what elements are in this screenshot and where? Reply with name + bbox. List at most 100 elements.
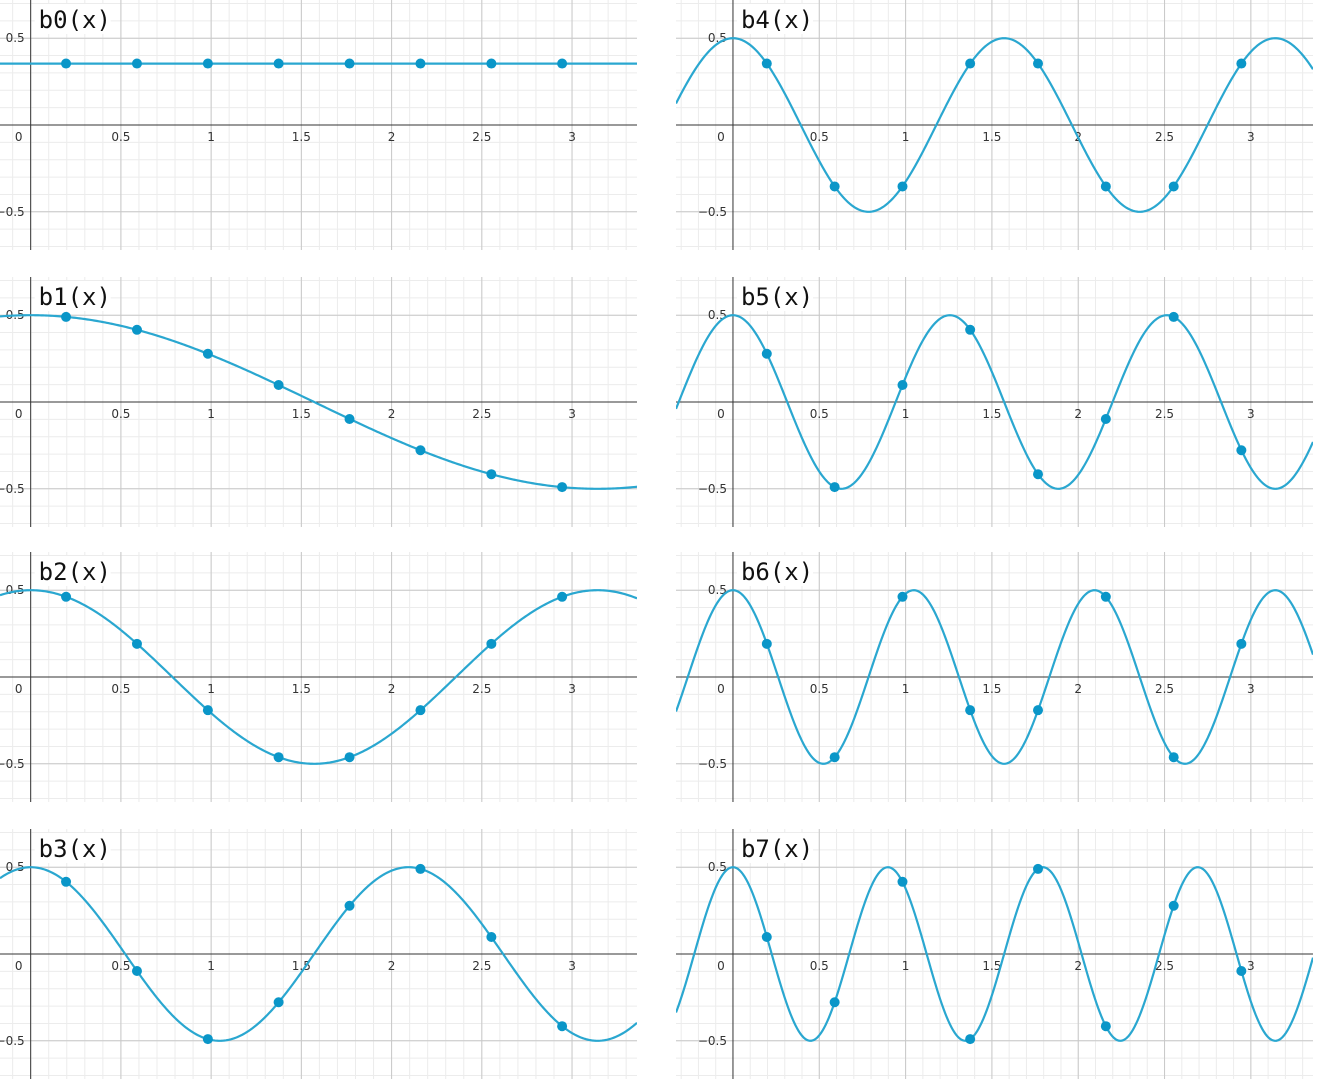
x-tick-label: 3 — [568, 959, 576, 973]
y-tick-label: 0.5 — [708, 583, 727, 597]
x-tick-label: 3 — [568, 682, 576, 696]
x-tick-label: 1.5 — [982, 130, 1001, 144]
data-point — [1236, 445, 1247, 456]
x-tick-label: 1 — [902, 682, 910, 696]
data-point — [131, 638, 142, 649]
x-tick-label: 1.5 — [292, 959, 311, 973]
plot-svg: 0 0.5 1 1.5 2 2.5 3 0.5 −0.5 b7(x) — [676, 829, 1313, 1079]
data-point — [1033, 58, 1044, 69]
plot-svg: 0 0.5 1 1.5 2 2.5 3 0.5 −0.5 b3(x) — [0, 829, 637, 1079]
y-tick-label: −0.5 — [0, 1034, 25, 1048]
data-point — [61, 311, 72, 322]
chart-title: b3(x) — [39, 835, 111, 863]
title-background — [736, 4, 813, 34]
data-point — [486, 638, 497, 649]
data-point — [131, 324, 142, 335]
y-tick-label: 0.5 — [6, 31, 25, 45]
x-tick-label: 0 — [717, 959, 725, 973]
x-tick-label: 2 — [1074, 407, 1082, 421]
series-line — [0, 314, 637, 490]
x-tick-label: 2 — [388, 959, 396, 973]
data-point — [897, 591, 908, 602]
data-point — [61, 58, 72, 69]
data-point — [344, 752, 355, 763]
title-background — [34, 833, 111, 863]
chart-title: b7(x) — [741, 835, 813, 863]
data-point — [1100, 181, 1111, 192]
data-point — [829, 997, 840, 1008]
data-point — [273, 58, 284, 69]
chart-b0: 0 0.5 1 1.5 2 2.5 3 0.5 −0.5 b0(x) — [0, 0, 637, 250]
data-point — [344, 414, 355, 425]
data-point — [1168, 900, 1179, 911]
series-line — [676, 37, 1313, 213]
plot-svg: 0 0.5 1 1.5 2 2.5 3 0.5 −0.5 b5(x) — [676, 277, 1313, 527]
x-tick-label: 1 — [902, 407, 910, 421]
x-tick-label: 0.5 — [111, 682, 130, 696]
data-point — [829, 181, 840, 192]
data-point — [897, 876, 908, 887]
data-point — [1168, 181, 1179, 192]
x-tick-label: 1.5 — [292, 682, 311, 696]
data-point — [761, 638, 772, 649]
x-tick-label: 0.5 — [111, 959, 130, 973]
title-background — [34, 556, 111, 586]
data-point — [965, 1034, 976, 1045]
data-point — [486, 931, 497, 942]
data-point — [61, 591, 72, 602]
chart-b5: 0 0.5 1 1.5 2 2.5 3 0.5 −0.5 b5(x) — [676, 277, 1313, 527]
chart-title: b6(x) — [741, 558, 813, 586]
x-tick-label: 1.5 — [982, 407, 1001, 421]
title-background — [736, 281, 813, 311]
data-point — [415, 445, 426, 456]
x-tick-label: 0.5 — [810, 130, 829, 144]
x-tick-label: 0 — [15, 959, 23, 973]
y-tick-label: −0.5 — [0, 205, 25, 219]
data-point — [202, 1034, 213, 1045]
title-background — [34, 281, 111, 311]
data-point — [486, 58, 497, 69]
y-tick-label: −0.5 — [698, 1034, 727, 1048]
x-tick-label: 2.5 — [1155, 130, 1174, 144]
data-point — [965, 58, 976, 69]
data-point — [344, 58, 355, 69]
plot-svg: 0 0.5 1 1.5 2 2.5 3 0.5 −0.5 b2(x) — [0, 552, 637, 802]
x-tick-label: 1.5 — [982, 959, 1001, 973]
x-tick-label: 3 — [1247, 682, 1255, 696]
data-point — [131, 966, 142, 977]
data-point — [61, 876, 72, 887]
x-tick-label: 2.5 — [472, 130, 491, 144]
plot-svg: 0 0.5 1 1.5 2 2.5 30.5−0.5b4(x) — [676, 0, 1313, 250]
x-tick-label: 2.5 — [1155, 407, 1174, 421]
plot-svg: 0 0.5 1 1.5 2 2.5 3 0.5 −0.5 b0(x) — [0, 0, 637, 250]
data-point — [761, 348, 772, 359]
x-tick-label: 2 — [388, 407, 396, 421]
x-tick-label: 2.5 — [1155, 682, 1174, 696]
data-point — [965, 705, 976, 716]
data-point — [1100, 591, 1111, 602]
data-point — [415, 863, 426, 874]
chart-title: b2(x) — [39, 558, 111, 586]
x-tick-label: 1.5 — [292, 407, 311, 421]
y-tick-label: 0.5 — [708, 308, 727, 322]
series-line — [0, 589, 637, 765]
x-tick-label: 2 — [1074, 959, 1082, 973]
title-background — [34, 4, 111, 34]
y-tick-label: −0.5 — [0, 757, 25, 771]
data-point — [761, 58, 772, 69]
data-point — [1236, 638, 1247, 649]
data-point — [202, 348, 213, 359]
data-point — [1236, 58, 1247, 69]
y-tick-label: 0.5 — [6, 860, 25, 874]
series-line — [676, 314, 1313, 490]
y-tick-label: −0.5 — [698, 482, 727, 496]
data-point — [897, 181, 908, 192]
x-tick-label: 2 — [388, 130, 396, 144]
chart-title: b1(x) — [39, 283, 111, 311]
chart-b2: 0 0.5 1 1.5 2 2.5 3 0.5 −0.5 b2(x) — [0, 552, 637, 802]
chart-title: b0(x) — [39, 6, 111, 34]
chart-b1: 0 0.5 1 1.5 2 2.5 3 0.5 −0.5 b1(x) — [0, 277, 637, 527]
title-background — [736, 833, 813, 863]
data-point — [1168, 311, 1179, 322]
chart-b4: 0 0.5 1 1.5 2 2.5 3 0.5 −0.5 b4(x) — [676, 0, 1313, 250]
